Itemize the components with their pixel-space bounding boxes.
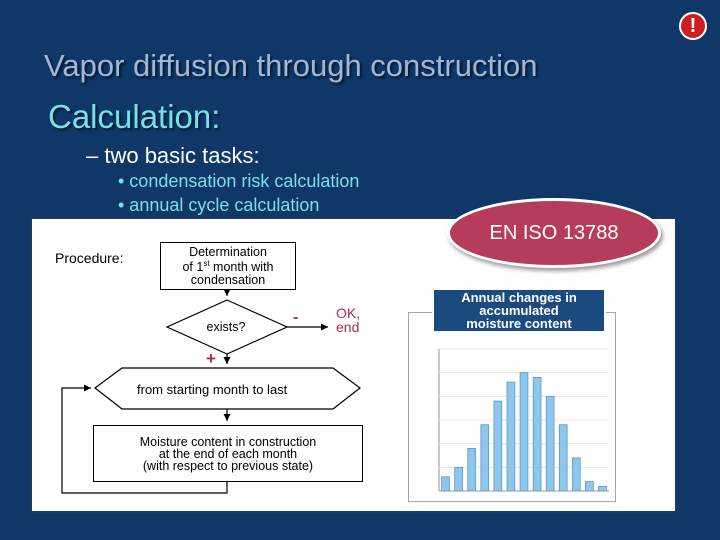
standard-badge: EN ISO 13788 xyxy=(447,198,661,268)
chart-bar xyxy=(598,485,607,492)
chart-bar xyxy=(467,447,477,492)
decision-label: exists? xyxy=(206,320,246,334)
slide-subtitle: Calculation: xyxy=(48,98,221,135)
ok-end-label: OK, end xyxy=(336,305,361,335)
determination-line3: condensation xyxy=(190,272,266,287)
bullet-annual-cycle: • annual cycle calculation xyxy=(118,195,320,215)
minus-sign: - xyxy=(293,309,299,326)
determination-line2: of 1st month with xyxy=(182,259,274,275)
chart-bar xyxy=(454,466,463,492)
slide-title: Vapor diffusion through construction xyxy=(44,48,538,83)
chart-bar xyxy=(480,424,490,492)
chart-bar xyxy=(519,372,529,492)
determination-box: Determination of 1st month with condensa… xyxy=(160,242,296,290)
loop-hexagon xyxy=(94,367,361,410)
loop-return-line xyxy=(61,384,228,494)
moisture-chart-svg xyxy=(438,348,609,492)
moisture-chart xyxy=(408,312,616,502)
task-heading: – two basic tasks: xyxy=(86,143,260,168)
moisture-content-box: Moisture content in construction at the … xyxy=(93,425,363,482)
chart-bar xyxy=(571,457,581,492)
annual-changes-label: Annual changes in accumulated moisture c… xyxy=(432,288,606,333)
chart-bar xyxy=(441,476,450,492)
chart-bar xyxy=(506,381,516,492)
loop-label: from starting month to last xyxy=(137,382,288,397)
chart-bar xyxy=(585,481,594,492)
bullet-condensation-risk: • condensation risk calculation xyxy=(118,171,360,191)
determination-line1: Determination xyxy=(189,245,267,260)
chart-bar xyxy=(558,424,568,492)
plus-sign: + xyxy=(206,349,216,368)
procedure-label: Procedure: xyxy=(55,250,124,266)
chart-bar xyxy=(545,395,555,492)
chart-bar xyxy=(532,377,542,492)
chart-bar xyxy=(493,400,503,492)
warning-icon: ! xyxy=(679,12,707,40)
